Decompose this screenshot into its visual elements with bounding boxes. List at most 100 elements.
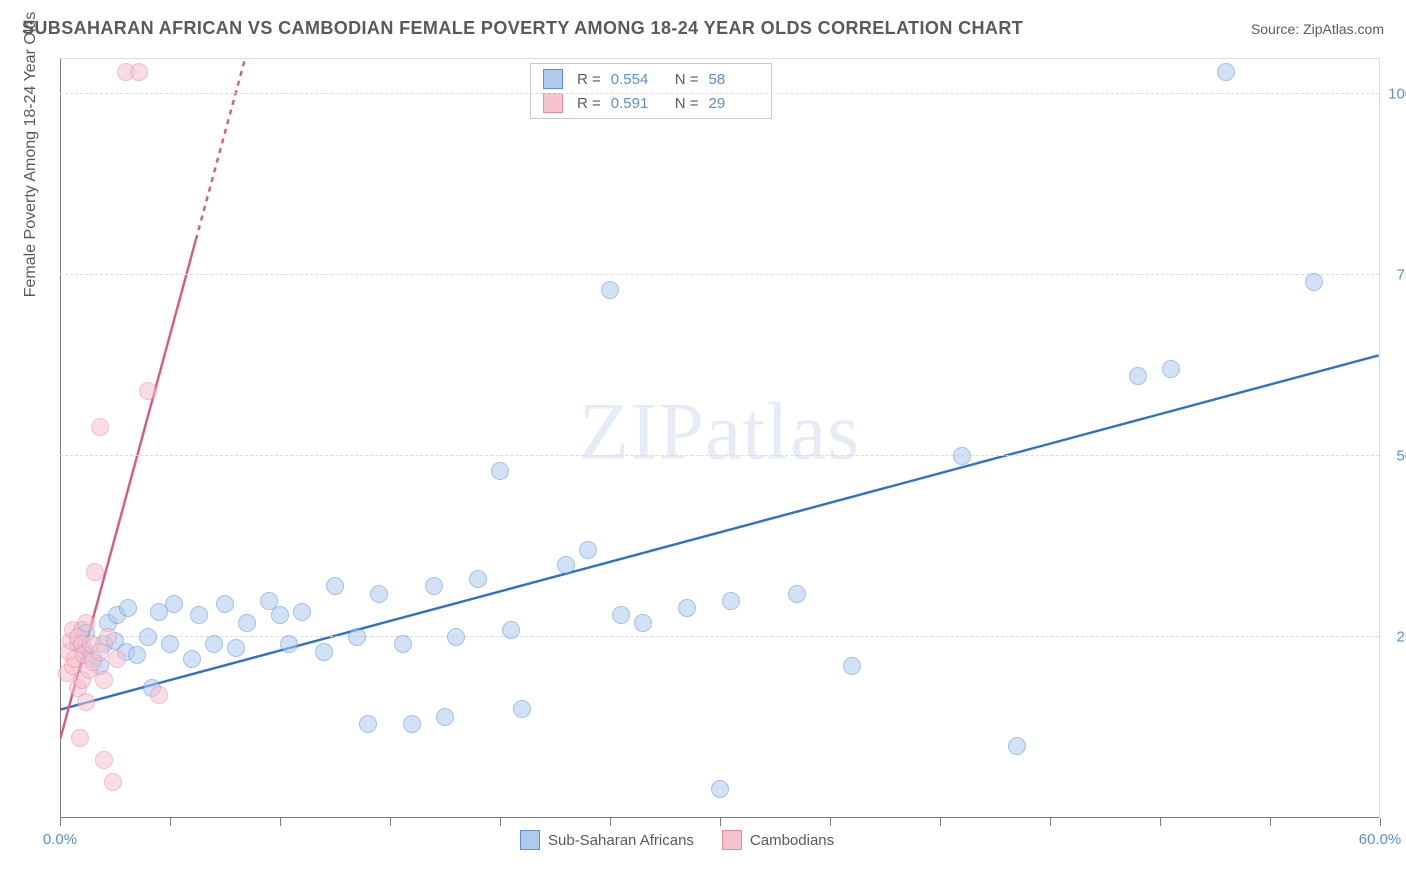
- legend-label-0: Sub-Saharan Africans: [548, 832, 694, 849]
- scatter-point: [612, 606, 630, 624]
- scatter-point: [1129, 367, 1147, 385]
- scatter-point: [99, 628, 117, 646]
- scatter-point: [119, 599, 137, 617]
- series-legend: Sub-Saharan Africans Cambodians: [520, 830, 834, 850]
- scatter-point: [315, 643, 333, 661]
- scatter-point: [634, 614, 652, 632]
- scatter-point: [216, 595, 234, 613]
- scatter-point: [502, 621, 520, 639]
- scatter-point: [403, 715, 421, 733]
- scatter-point: [139, 628, 157, 646]
- x-tick: [280, 818, 281, 826]
- scatter-point: [86, 563, 104, 581]
- gridline-h: [60, 93, 1379, 94]
- scatter-point: [601, 281, 619, 299]
- legend-N-value-1: 29: [709, 95, 759, 112]
- scatter-point: [513, 700, 531, 718]
- scatter-point: [161, 635, 179, 653]
- legend-item-0: Sub-Saharan Africans: [520, 830, 694, 850]
- scatter-point: [326, 577, 344, 595]
- legend-row-series-1: R = 0.591 N = 29: [531, 91, 771, 115]
- scatter-point: [1305, 273, 1323, 291]
- x-tick-label: 0.0%: [43, 831, 77, 848]
- scatter-point: [436, 708, 454, 726]
- scatter-point: [139, 382, 157, 400]
- x-tick: [940, 818, 941, 826]
- gridline-h: [60, 274, 1379, 275]
- watermark: ZIPatlas: [579, 384, 860, 478]
- scatter-point: [165, 595, 183, 613]
- scatter-point: [91, 418, 109, 436]
- legend-label-1: Cambodians: [750, 832, 834, 849]
- y-axis-label: Female Poverty Among 18-24 Year Olds: [22, 12, 40, 298]
- scatter-point: [788, 585, 806, 603]
- gridline-h: [60, 455, 1379, 456]
- scatter-point: [425, 577, 443, 595]
- scatter-point: [130, 63, 148, 81]
- swatch-series-1-icon: [722, 830, 742, 850]
- scatter-point: [394, 635, 412, 653]
- x-tick: [60, 818, 61, 826]
- scatter-point: [271, 606, 289, 624]
- swatch-series-0-icon: [520, 830, 540, 850]
- legend-N-label: N =: [675, 71, 699, 88]
- scatter-point: [190, 606, 208, 624]
- y-tick-label: 100.0%: [1384, 86, 1406, 103]
- scatter-point: [953, 447, 971, 465]
- chart-header: SUBSAHARAN AFRICAN VS CAMBODIAN FEMALE P…: [22, 18, 1384, 39]
- scatter-point: [722, 592, 740, 610]
- swatch-series-0: [543, 69, 563, 89]
- scatter-point: [108, 650, 126, 668]
- scatter-point: [1217, 63, 1235, 81]
- legend-N-label: N =: [675, 95, 699, 112]
- swatch-series-1: [543, 93, 563, 113]
- x-tick: [1380, 818, 1381, 826]
- x-tick: [1270, 818, 1271, 826]
- scatter-point: [843, 657, 861, 675]
- legend-R-label: R =: [577, 95, 601, 112]
- watermark-bold: ZIP: [579, 385, 705, 476]
- scatter-point: [95, 751, 113, 769]
- y-axis-line: [60, 59, 61, 818]
- legend-R-value-1: 0.591: [611, 95, 661, 112]
- x-tick: [390, 818, 391, 826]
- scatter-point: [104, 773, 122, 791]
- scatter-point: [491, 462, 509, 480]
- scatter-point: [678, 599, 696, 617]
- scatter-point: [150, 686, 168, 704]
- scatter-point: [1008, 737, 1026, 755]
- scatter-point: [95, 671, 113, 689]
- scatter-point: [183, 650, 201, 668]
- scatter-point: [711, 780, 729, 798]
- chart-source: Source: ZipAtlas.com: [1251, 21, 1384, 37]
- correlation-legend: R = 0.554 N = 58 R = 0.591 N = 29: [530, 63, 772, 119]
- legend-item-1: Cambodians: [722, 830, 834, 850]
- scatter-point: [280, 635, 298, 653]
- y-tick-label: 50.0%: [1384, 448, 1406, 465]
- x-tick: [170, 818, 171, 826]
- x-tick: [500, 818, 501, 826]
- chart-title: SUBSAHARAN AFRICAN VS CAMBODIAN FEMALE P…: [22, 18, 1023, 39]
- legend-row-series-0: R = 0.554 N = 58: [531, 67, 771, 91]
- x-tick: [1050, 818, 1051, 826]
- y-tick-label: 25.0%: [1384, 629, 1406, 646]
- legend-R-value-0: 0.554: [611, 71, 661, 88]
- scatter-point: [293, 603, 311, 621]
- scatter-point: [77, 693, 95, 711]
- x-tick: [610, 818, 611, 826]
- x-tick: [1160, 818, 1161, 826]
- scatter-point: [348, 628, 366, 646]
- scatter-point: [227, 639, 245, 657]
- scatter-point: [238, 614, 256, 632]
- plot-area: ZIPatlas R = 0.554 N = 58 R = 0.591 N = …: [60, 58, 1380, 818]
- scatter-point: [359, 715, 377, 733]
- trend-lines: [60, 59, 1379, 818]
- legend-N-value-0: 58: [709, 71, 759, 88]
- scatter-point: [579, 541, 597, 559]
- scatter-point: [71, 729, 89, 747]
- scatter-point: [1162, 360, 1180, 378]
- scatter-point: [469, 570, 487, 588]
- scatter-point: [557, 556, 575, 574]
- scatter-point: [205, 635, 223, 653]
- y-tick-label: 75.0%: [1384, 267, 1406, 284]
